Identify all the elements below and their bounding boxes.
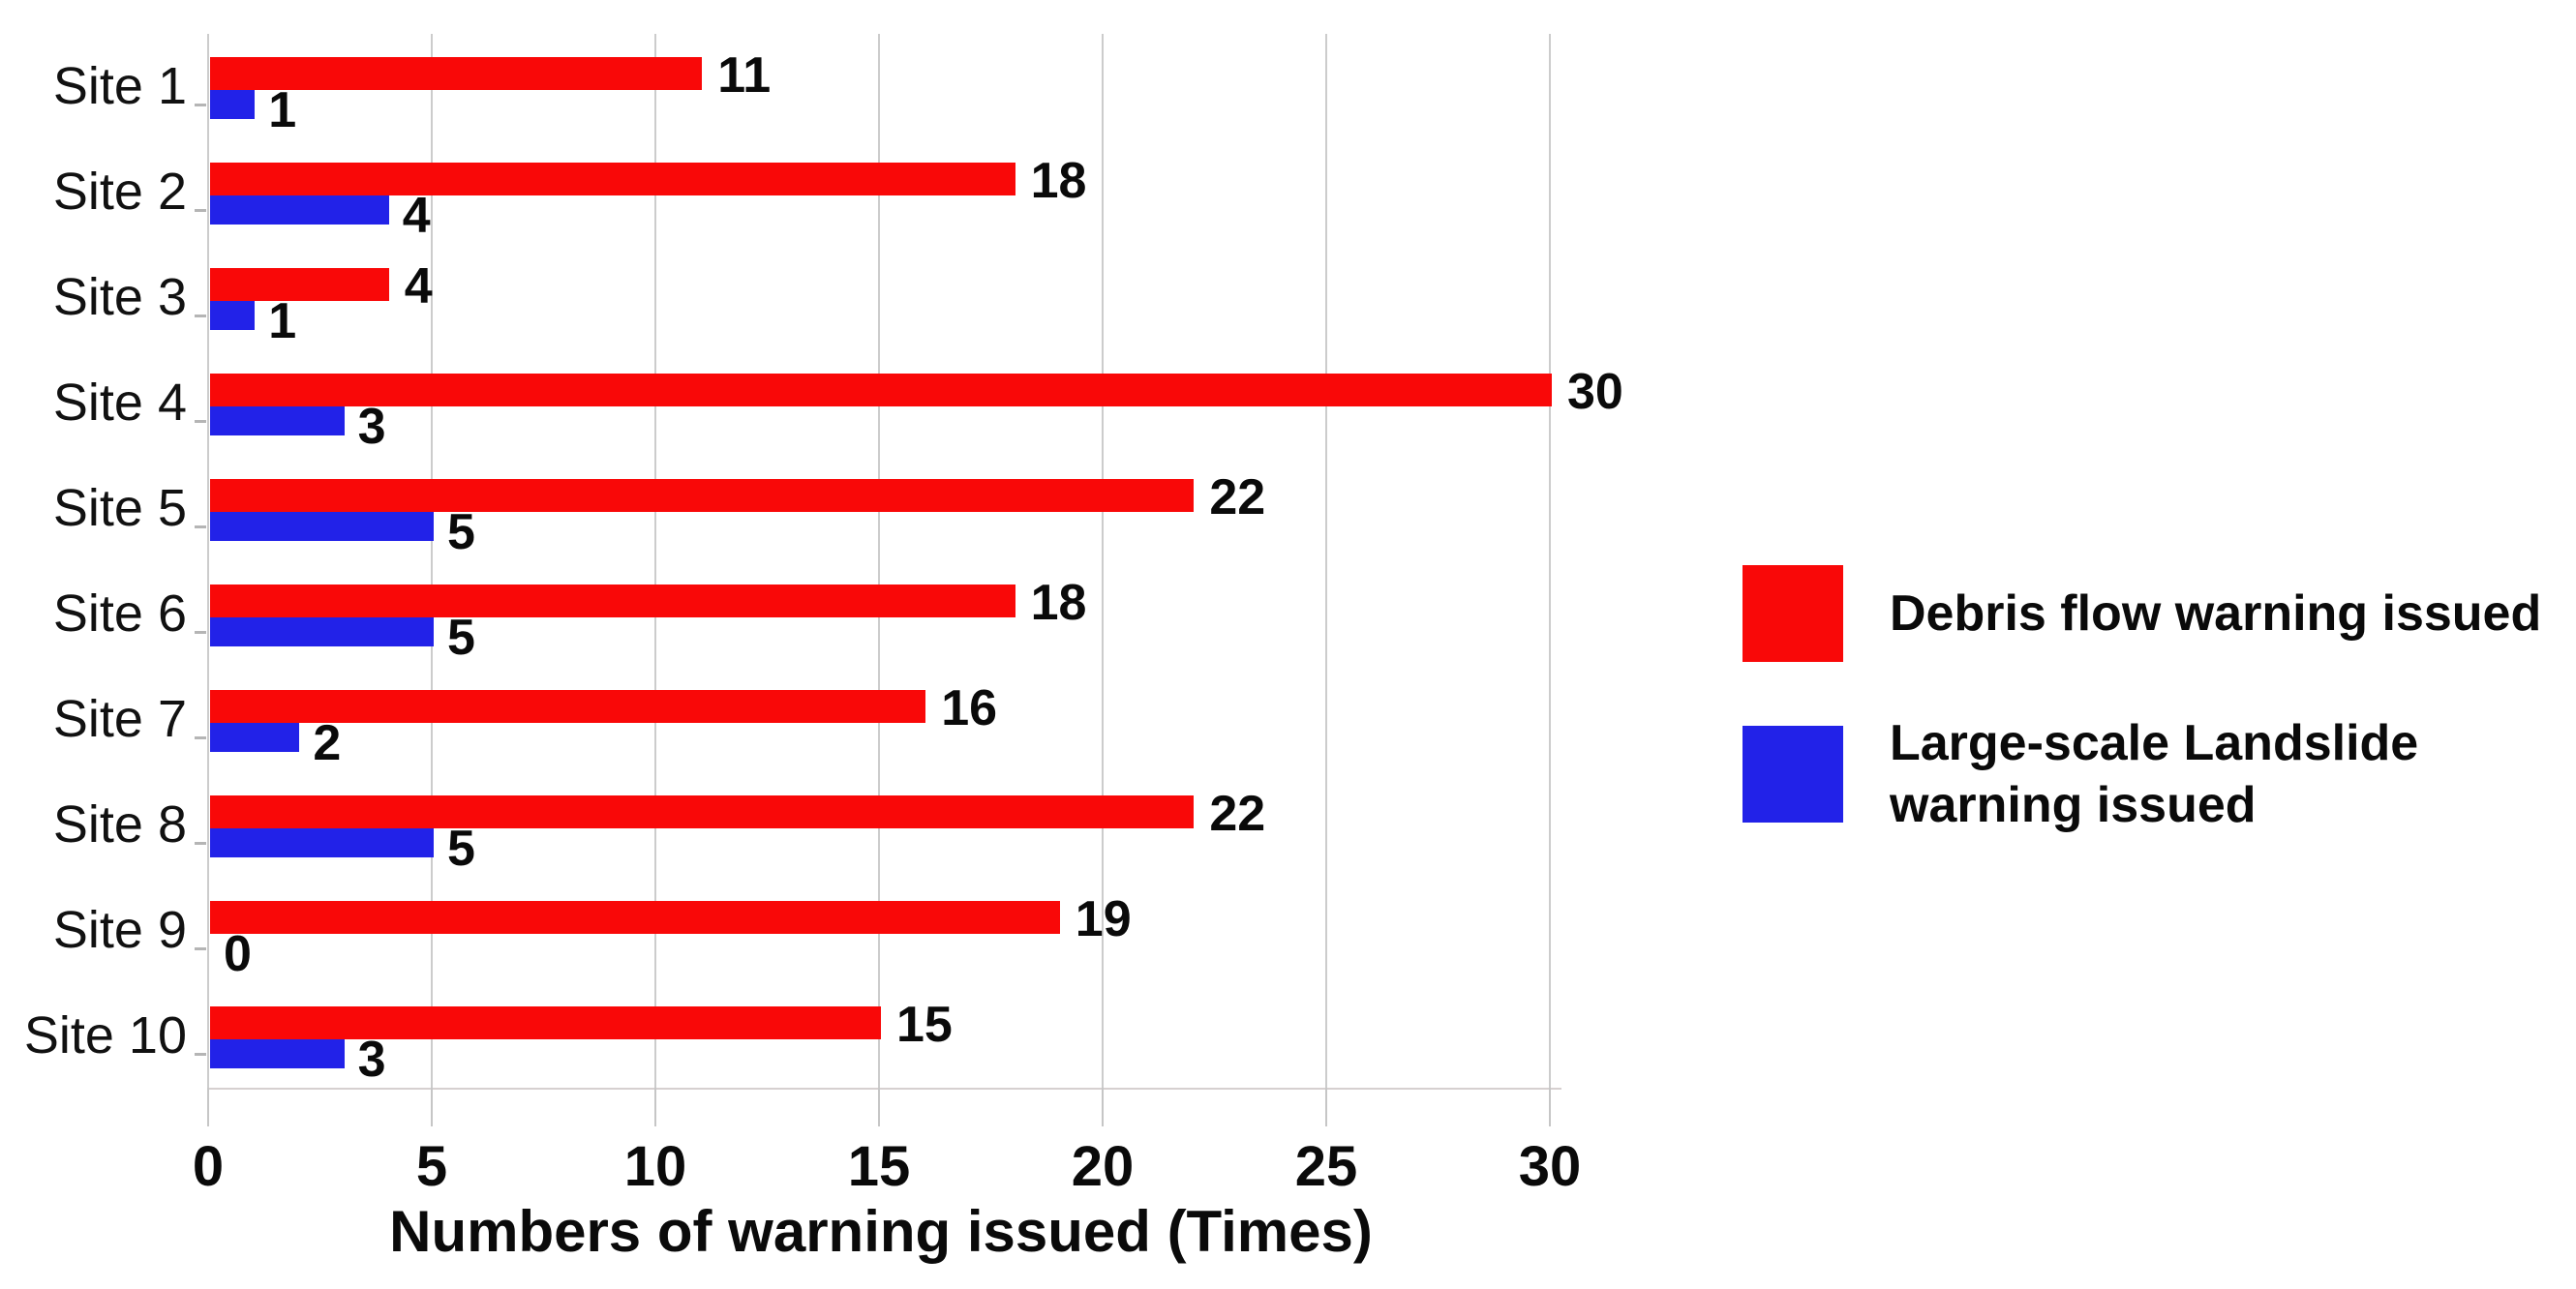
value-label-debris-flow: 18 — [1030, 153, 1087, 210]
value-label-landslide: 5 — [447, 820, 475, 877]
gridline-x-25 — [1325, 34, 1327, 1088]
x-axis-tick-mark — [878, 1088, 880, 1126]
category-tick-mark — [195, 630, 206, 634]
bar-landslide — [210, 90, 256, 120]
bar-debris-flow — [210, 57, 703, 91]
category-tick-mark — [195, 735, 206, 739]
category-label: Site 8 — [52, 794, 187, 854]
bar-debris-flow — [210, 268, 389, 302]
x-axis-tick-label: 25 — [1294, 1135, 1358, 1198]
category-tick-mark — [195, 946, 206, 950]
category-tick-mark — [195, 315, 206, 318]
category-tick-mark — [195, 420, 206, 424]
gridline-x-20 — [1102, 34, 1104, 1088]
x-axis-tick-mark — [1325, 1088, 1327, 1126]
legend-label-landslide: Large-scale Landslide warning issued — [1890, 715, 2419, 833]
value-label-landslide: 5 — [447, 609, 475, 666]
x-axis-tick-label: 10 — [623, 1135, 687, 1198]
category-label: Site 4 — [52, 374, 187, 433]
value-label-landslide: 0 — [224, 925, 252, 982]
x-axis-tick-label: 30 — [1518, 1135, 1582, 1198]
category-label: Site 3 — [52, 268, 187, 327]
bar-landslide — [210, 722, 300, 752]
category-tick-mark — [195, 841, 206, 845]
category-label: Site 1 — [52, 57, 187, 116]
gridline-x-30 — [1549, 34, 1551, 1088]
category-tick-mark — [195, 525, 206, 529]
x-axis-tick-mark — [431, 1088, 433, 1126]
bar-landslide — [210, 406, 345, 436]
value-label-landslide: 2 — [313, 714, 342, 771]
bar-landslide — [210, 195, 389, 225]
legend-swatch-debris-flow — [1743, 565, 1843, 662]
category-label: Site 10 — [23, 1005, 187, 1064]
bar-landslide — [210, 827, 434, 857]
gridline-x-0 — [207, 34, 209, 1088]
bar-debris-flow — [210, 794, 1195, 828]
x-axis-tick-mark — [654, 1088, 656, 1126]
legend-label-debris-flow: Debris flow warning issued — [1890, 585, 2542, 642]
legend-swatch-landslide — [1743, 726, 1843, 823]
value-label-debris-flow: 22 — [1209, 469, 1266, 526]
x-axis-line — [208, 1088, 1561, 1090]
value-label-landslide: 1 — [268, 82, 297, 139]
x-axis-tick-label: 5 — [415, 1135, 448, 1198]
value-label-debris-flow: 22 — [1209, 785, 1266, 842]
bar-debris-flow — [210, 584, 1015, 617]
category-label: Site 9 — [52, 900, 187, 959]
gridline-x-5 — [431, 34, 433, 1088]
value-label-landslide: 1 — [268, 293, 297, 350]
bar-landslide — [210, 1038, 345, 1068]
value-label-landslide: 3 — [357, 1031, 386, 1088]
x-axis-tick-mark — [1549, 1088, 1551, 1126]
category-tick-mark — [195, 209, 206, 213]
bar-debris-flow — [210, 900, 1060, 934]
bar-debris-flow — [210, 479, 1195, 513]
value-label-landslide: 4 — [402, 188, 431, 245]
value-label-debris-flow: 4 — [404, 258, 433, 315]
bar-landslide — [210, 301, 256, 331]
x-axis-title: Numbers of warning issued (Times) — [389, 1199, 1373, 1264]
value-label-debris-flow: 30 — [1567, 364, 1623, 421]
x-axis-tick-label: 0 — [192, 1135, 225, 1198]
x-axis-tick-label: 15 — [847, 1135, 911, 1198]
bar-landslide — [210, 512, 434, 542]
gridline-x-10 — [654, 34, 656, 1088]
bar-debris-flow — [210, 689, 926, 723]
value-label-debris-flow: 19 — [1075, 890, 1132, 947]
value-label-landslide: 3 — [357, 399, 386, 456]
x-axis-tick-mark — [1102, 1088, 1104, 1126]
value-label-debris-flow: 16 — [941, 679, 998, 736]
category-label: Site 2 — [52, 163, 187, 222]
category-tick-mark — [195, 104, 206, 107]
bar-debris-flow — [210, 1005, 881, 1039]
bar-debris-flow — [210, 163, 1015, 196]
value-label-debris-flow: 18 — [1030, 574, 1087, 631]
category-label: Site 7 — [52, 689, 187, 748]
bar-landslide — [210, 616, 434, 646]
value-label-debris-flow: 11 — [717, 47, 772, 105]
category-tick-mark — [195, 1052, 206, 1056]
x-axis-tick-label: 20 — [1071, 1135, 1135, 1198]
x-axis-tick-mark — [207, 1088, 209, 1126]
gridline-x-15 — [878, 34, 880, 1088]
value-label-landslide: 5 — [447, 504, 475, 561]
category-label: Site 6 — [52, 584, 187, 643]
bar-debris-flow — [210, 374, 1552, 407]
value-label-debris-flow: 15 — [896, 996, 953, 1053]
category-label: Site 5 — [52, 479, 187, 538]
